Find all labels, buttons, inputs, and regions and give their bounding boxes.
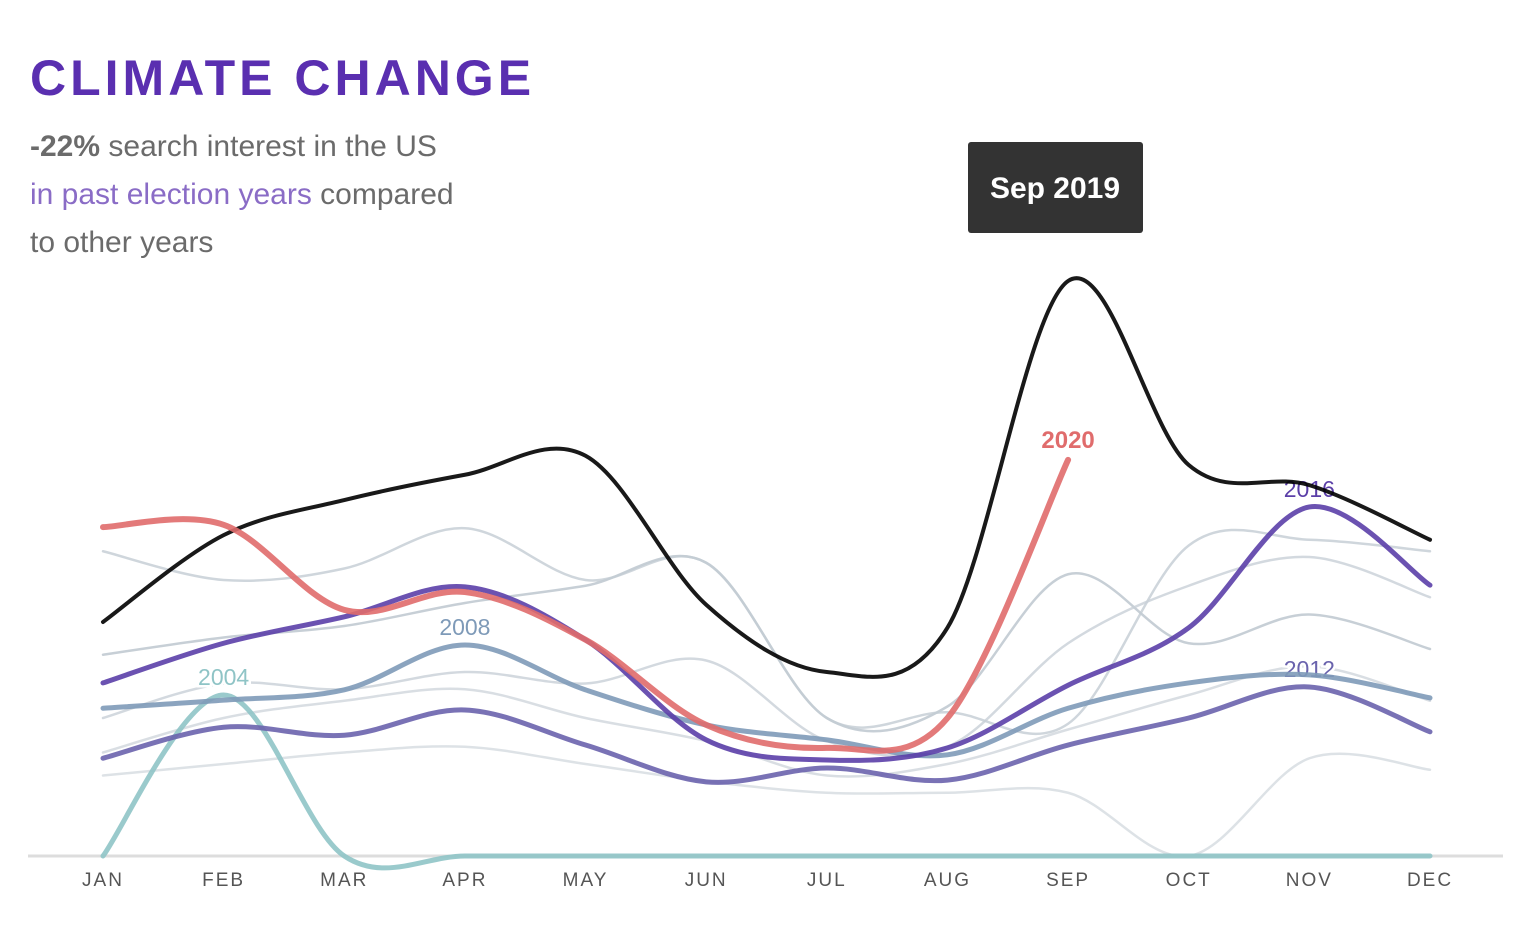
series-line bbox=[100, 504, 1433, 763]
x-tick-label: AUG bbox=[924, 870, 971, 891]
x-tick-label: MAR bbox=[320, 870, 368, 891]
tooltip-text: Sep 2019 bbox=[990, 172, 1120, 205]
series-line bbox=[100, 684, 1433, 785]
chart-title: CLIMATE CHANGE bbox=[30, 50, 535, 106]
series-label: 2004 bbox=[198, 664, 249, 690]
series-label: 2020 bbox=[1041, 427, 1094, 454]
subtitle-line: -22% search interest in the US bbox=[30, 130, 437, 163]
x-tick-label: JAN bbox=[82, 870, 124, 891]
series-line bbox=[100, 456, 1072, 754]
series-label: 2008 bbox=[439, 614, 490, 640]
subtitle-line: in past election years compared bbox=[30, 178, 454, 211]
x-tick-label: MAY bbox=[563, 870, 609, 891]
subtitle-line: to other years bbox=[30, 226, 213, 259]
series-line bbox=[100, 692, 1433, 871]
x-tick-label: JUL bbox=[807, 870, 847, 891]
x-tick-label: OCT bbox=[1166, 870, 1212, 891]
x-tick-label: DEC bbox=[1407, 870, 1453, 891]
series-line bbox=[100, 642, 1433, 759]
subtitle-part: -22% bbox=[30, 130, 100, 163]
subtitle-part: compared bbox=[312, 178, 454, 211]
series-line bbox=[101, 276, 1432, 679]
subtitle-part: search interest in the US bbox=[100, 130, 437, 163]
series-line bbox=[101, 664, 1432, 778]
subtitle-part: in past election years bbox=[30, 178, 312, 211]
series-line bbox=[101, 745, 1432, 858]
tooltip bbox=[968, 142, 1143, 233]
x-tick-label: FEB bbox=[202, 870, 245, 891]
x-tick-label: JUN bbox=[685, 870, 728, 891]
x-tick-label: APR bbox=[442, 870, 487, 891]
x-tick-label: NOV bbox=[1286, 870, 1333, 891]
x-tick-label: SEP bbox=[1046, 870, 1090, 891]
series-line bbox=[101, 526, 1432, 735]
